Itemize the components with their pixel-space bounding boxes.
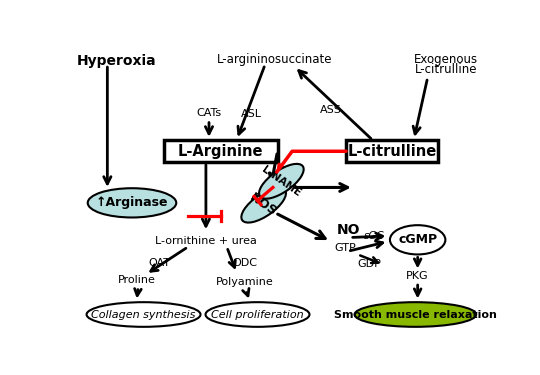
Text: GDP: GDP (357, 260, 381, 270)
Ellipse shape (355, 302, 476, 327)
Ellipse shape (87, 188, 176, 218)
Text: GTP: GTP (334, 243, 356, 253)
Text: Cell proliferation: Cell proliferation (211, 309, 304, 320)
Text: Exogenous: Exogenous (414, 53, 478, 66)
Ellipse shape (390, 225, 446, 255)
Ellipse shape (206, 302, 309, 327)
FancyBboxPatch shape (164, 141, 278, 162)
Text: L-ornithine + urea: L-ornithine + urea (155, 236, 257, 246)
Text: sGC: sGC (364, 231, 384, 241)
Text: NO: NO (337, 223, 360, 237)
Text: OAT: OAT (148, 258, 171, 268)
Text: PKG: PKG (406, 271, 429, 281)
Text: Smooth muscle relaxation: Smooth muscle relaxation (334, 309, 497, 320)
Text: L-argininosuccinate: L-argininosuccinate (217, 53, 332, 66)
Text: cGMP: cGMP (398, 233, 437, 246)
Text: NOS: NOS (248, 191, 280, 219)
Text: Hyperoxia: Hyperoxia (77, 54, 156, 68)
Text: ↑Arginase: ↑Arginase (96, 196, 168, 209)
Text: CATs: CATs (197, 108, 221, 118)
Text: Polyamine: Polyamine (215, 277, 273, 287)
Text: L-Arginine: L-Arginine (178, 144, 264, 159)
Ellipse shape (86, 302, 200, 327)
Ellipse shape (241, 188, 286, 223)
FancyBboxPatch shape (346, 141, 438, 162)
Ellipse shape (259, 164, 303, 199)
Text: L-citrulline: L-citrulline (348, 144, 437, 159)
Text: Proline: Proline (118, 275, 156, 285)
Text: ASL: ASL (241, 109, 262, 119)
Text: ASS: ASS (320, 105, 342, 116)
Text: ODC: ODC (232, 258, 257, 268)
Text: Collagen synthesis: Collagen synthesis (91, 309, 195, 320)
Text: L-NAME: L-NAME (260, 164, 303, 198)
Text: L-citrulline: L-citrulline (415, 63, 477, 76)
